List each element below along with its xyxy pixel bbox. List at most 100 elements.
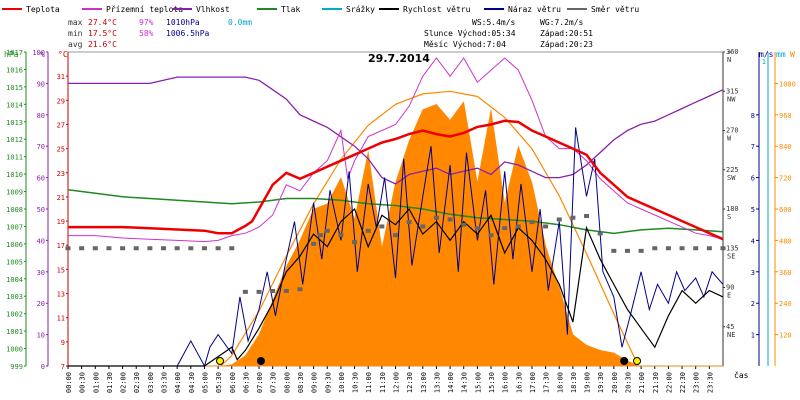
axis-tick-label-time: 05:30 (215, 372, 223, 393)
axis-tick-label-pct: 70 (37, 143, 45, 151)
moon-rise-marker (256, 357, 265, 365)
series-smer-point (365, 228, 371, 233)
axis-tick-label-time: 22:00 (665, 372, 673, 393)
axis-tick-label-time: 00:30 (79, 372, 87, 393)
axis-dir-label-deg: SW (727, 174, 736, 182)
series-prizemni (68, 57, 724, 243)
stats-min-temp: 17.5°C (88, 29, 117, 38)
series-smer-point (229, 246, 235, 251)
axis-tick-label-time: 14:30 (461, 372, 469, 393)
stats-min-press: 1006.5hPa (166, 29, 210, 38)
axis-tick-label-w: 120 (779, 332, 792, 340)
axis-tick-label-time: 19:30 (597, 372, 605, 393)
stats-max-label: max (68, 18, 83, 27)
axis-tick-label-time: 11:30 (379, 372, 387, 393)
series-smer-point (161, 246, 167, 251)
axis-tick-label-time: 12:00 (393, 372, 401, 393)
axis-tick-label-time: 03:00 (147, 372, 155, 393)
plot-area (65, 57, 726, 368)
axis-tick-label-time: 19:00 (584, 372, 592, 393)
legend-label-rychlost: Rychlost větru (403, 5, 471, 14)
axis-tick-label-time: 02:30 (133, 372, 141, 393)
chart-title: 29.7.2014 (368, 52, 430, 65)
axis-tick-label-time: 23:30 (706, 372, 714, 393)
axis-tick-label-hpa: 1014 (6, 101, 23, 109)
series-smer-point (693, 246, 699, 251)
stats-max-rain: 0.0mm (228, 18, 252, 27)
axis-tick-label-hpa: 1015 (6, 84, 23, 92)
series-naraz (68, 127, 724, 368)
axis-tick-label-temp: 13 (57, 291, 65, 299)
series-smer-point (283, 288, 289, 293)
series-smer-point (297, 287, 303, 292)
info-slunce: Slunce Východ:05:34 (424, 29, 516, 38)
axis-tick-label-ms: 6 (751, 175, 755, 183)
info-slunce-zapad: Západ:20:51 (540, 29, 593, 38)
series-smer-point (433, 215, 439, 220)
axis-tick-label-hpa: 1016 (6, 66, 23, 74)
series-smer-point (611, 248, 617, 253)
axis-tick-label-deg: 90 (726, 284, 734, 292)
axis-tick-label-deg: 360 (726, 48, 739, 56)
axis-tick-label-deg: 225 (726, 166, 739, 174)
axis-dir-label-deg: NE (727, 331, 735, 339)
legend-label-naraz: Náraz větru (508, 5, 561, 14)
axis-tick-label-time: 04:30 (188, 372, 196, 393)
series-smer-point (324, 228, 330, 233)
axis-tick-label-time: 07:30 (270, 372, 278, 393)
axis-tick-label-time: 12:30 (406, 372, 414, 393)
unit-mm: mm (776, 50, 786, 59)
axis-tick-label-hpa: 999 (10, 363, 23, 371)
axis-tick-label-time: 00:00 (65, 372, 73, 393)
axis-dir-label-deg: S (727, 213, 731, 221)
axis-tick-label-ms: 2 (751, 300, 755, 308)
series-smer-point (461, 222, 467, 227)
axis-tick-label-time: 16:30 (515, 372, 523, 393)
axis-tick-label-hpa: 1009 (6, 189, 23, 197)
info-mesic: Měsíc Východ:7:04 (424, 40, 506, 49)
axis-tick-label-time: 06:30 (242, 372, 250, 393)
info-block: WS:5.4m/s WG:7.2m/s Slunce Východ:05:34 … (424, 18, 593, 49)
unit-time: čas (734, 370, 749, 380)
series-smer-point (201, 246, 207, 251)
moon-set-marker (620, 357, 629, 365)
axis-tick-label-deg: 270 (726, 127, 739, 135)
axis-tick-label-hpa: 1006 (6, 241, 23, 249)
axis-tick-label-temp: 29 (57, 97, 65, 105)
axis-tick-label-time: 20:00 (611, 372, 619, 393)
series-smer-point (597, 231, 603, 236)
series-smer-point (543, 224, 549, 229)
axis-dir-label-deg: W (727, 135, 732, 143)
info-ws: WS:5.4m/s (472, 18, 516, 27)
axis-tick-label-temp: 17 (57, 242, 65, 250)
axis-dir-label-deg: NW (727, 95, 736, 103)
axis-tick-label-time: 13:30 (433, 372, 441, 393)
stats-max-hum: 97% (139, 18, 154, 27)
axis-tick-label-time: 18:30 (570, 372, 578, 393)
legend-label-prizemni: Přízemní teplota (106, 5, 183, 14)
axis-tick-label-deg: 315 (726, 87, 739, 95)
axis-tick-label-deg: 135 (726, 244, 739, 252)
series-smer-point (624, 248, 630, 253)
axis-tick-label-temp: 9 (61, 339, 65, 347)
series-smer-point (256, 289, 262, 294)
series-smer-point (317, 233, 323, 238)
axis-tick-label-hpa: 1010 (6, 171, 23, 179)
series-smer-point (570, 215, 576, 220)
axis-tick-label-pct: 20 (37, 300, 45, 308)
axis-tick-label-temp: 31 (57, 73, 65, 81)
axis-tick-label-ms: 7 (751, 143, 755, 151)
axis-tick-label-time: 21:00 (638, 372, 646, 393)
axis-tick-label-pct: 40 (37, 237, 45, 245)
axis-tick-label-deg: 45 (726, 323, 734, 331)
axis-tick-label-time: 22:30 (679, 372, 687, 393)
series-smer-point (242, 289, 248, 294)
axis-tick-label-w: 1080 (779, 80, 796, 88)
axis-tick-label-time: 01:00 (92, 372, 100, 393)
axis-tick-label-mm: 1 (762, 58, 766, 66)
unit-temp: °C (58, 50, 68, 59)
series-smer-point (188, 246, 194, 251)
axis-tick-label-ms: 1 (751, 332, 755, 340)
axis-tick-label-hpa: 1000 (6, 346, 23, 354)
axis-tick-label-time: 15:30 (488, 372, 496, 393)
